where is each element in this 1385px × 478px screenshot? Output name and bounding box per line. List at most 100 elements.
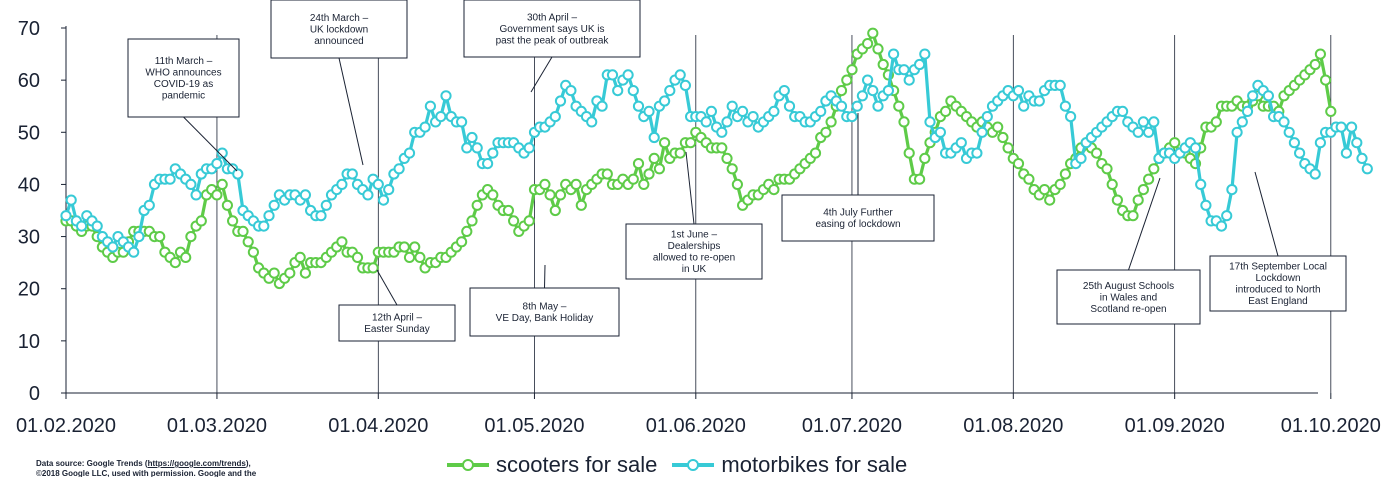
x-tick-label: 01.07.2020 <box>802 415 902 437</box>
data-point <box>627 173 639 185</box>
data-source-note: Data source: Google Trends (https://goog… <box>36 459 376 477</box>
data-point <box>315 210 327 222</box>
data-point <box>674 69 686 81</box>
x-tick-label: 01.03.2020 <box>167 415 267 437</box>
y-tick-label: 20 <box>18 279 40 301</box>
data-point <box>856 90 869 102</box>
google-trends-link[interactable]: https://google.com/trends <box>147 459 246 468</box>
data-point <box>346 168 358 180</box>
data-point <box>976 126 988 138</box>
annotation-text: pandemic <box>162 91 205 102</box>
data-point <box>362 189 374 201</box>
x-tick-label: 01.05.2020 <box>484 415 584 437</box>
data-point <box>726 100 738 112</box>
source-prefix: Data source: Google Trends ( <box>36 459 148 468</box>
data-point <box>783 100 796 112</box>
x-tick-label: 01.06.2020 <box>646 415 746 437</box>
data-point <box>419 121 431 133</box>
data-point <box>659 95 671 107</box>
annotation-leader-line <box>1128 177 1161 271</box>
data-point <box>1132 126 1144 138</box>
data-point <box>721 152 733 164</box>
annotation-box <box>1056 269 1201 325</box>
data-point <box>1351 137 1363 149</box>
data-point <box>456 236 468 248</box>
data-point <box>487 189 499 201</box>
data-point <box>403 147 416 159</box>
annotation-text: in Wales and <box>1100 292 1157 303</box>
data-point <box>539 178 551 190</box>
data-point <box>888 48 900 60</box>
data-point <box>914 58 926 71</box>
data-point <box>1309 168 1321 180</box>
data-point <box>851 100 863 112</box>
data-point <box>263 210 275 222</box>
data-point <box>1335 121 1347 133</box>
data-point <box>60 210 72 222</box>
data-point <box>992 121 1004 133</box>
data-point <box>461 225 473 237</box>
data-point <box>846 64 858 76</box>
data-point <box>997 131 1009 144</box>
data-point <box>393 163 405 175</box>
legend-label-scooters: scooters for sale <box>496 451 658 477</box>
data-point <box>1226 184 1238 196</box>
data-point <box>601 168 613 180</box>
data-point <box>726 163 738 175</box>
annotation-text: COVID-19 as <box>154 79 213 90</box>
annotation-text: in UK <box>682 264 707 275</box>
data-point <box>502 204 514 217</box>
data-point <box>164 173 176 185</box>
annotation-leader-line <box>685 151 695 225</box>
data-point <box>1106 178 1118 190</box>
data-point <box>1340 147 1353 159</box>
x-tick-label: 01.02.2020 <box>16 415 116 437</box>
data-point <box>1148 163 1160 175</box>
data-point <box>367 262 379 274</box>
data-point <box>523 215 535 227</box>
data-point <box>835 100 848 112</box>
data-point <box>403 251 416 263</box>
annotation-text: Government says UK is <box>499 24 604 35</box>
data-point <box>507 215 520 227</box>
data-point <box>523 142 535 154</box>
data-point <box>294 251 306 263</box>
data-point <box>1314 137 1327 149</box>
data-point <box>1023 173 1035 185</box>
data-point <box>143 199 155 211</box>
y-tick-label: 40 <box>18 174 40 196</box>
data-point <box>1054 178 1066 190</box>
annotation-text: East England <box>1248 296 1308 307</box>
data-point <box>284 267 296 279</box>
data-point <box>471 199 483 211</box>
data-point <box>1294 147 1306 159</box>
data-point <box>1241 105 1254 118</box>
data-point <box>872 100 884 112</box>
data-point <box>685 137 697 149</box>
data-point <box>544 189 556 201</box>
data-point <box>1195 178 1207 190</box>
data-point <box>435 111 447 123</box>
data-point <box>612 85 624 97</box>
data-point <box>809 147 822 159</box>
annotation-box <box>127 38 240 118</box>
data-point <box>841 74 853 86</box>
data-point <box>409 241 421 253</box>
data-point <box>227 215 239 227</box>
data-point <box>1200 199 1212 211</box>
data-point <box>674 147 686 159</box>
data-point <box>1143 173 1155 185</box>
annotation-text: 30th April – <box>527 12 577 23</box>
data-point <box>653 163 666 175</box>
data-point <box>825 116 837 128</box>
data-point <box>705 105 718 118</box>
data-point <box>893 100 905 112</box>
annotation-leader-line <box>376 269 398 306</box>
annotation-text: 1st June – <box>671 230 718 241</box>
data-point <box>716 142 728 154</box>
annotation-box <box>270 0 408 59</box>
